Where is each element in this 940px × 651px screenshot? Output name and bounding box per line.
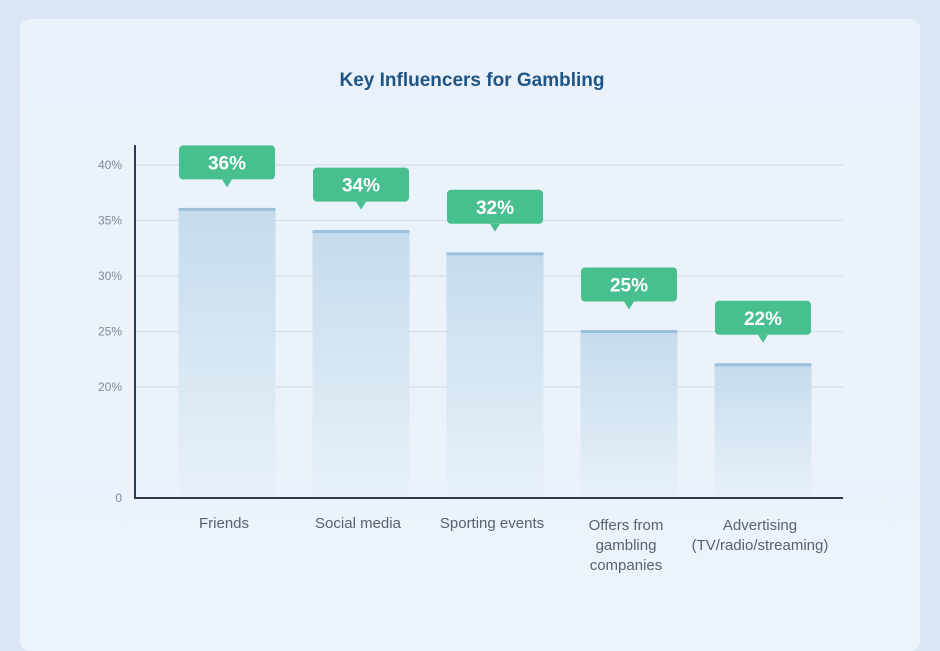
value-label-text: 34% [342, 176, 380, 197]
bar [178, 209, 276, 498]
chart-title: Key Influencers for Gambling [340, 70, 605, 91]
y-axis-ticks: 0 20% 25% 30% 35% 40% [98, 158, 122, 505]
value-label-text: 36% [208, 153, 246, 174]
bars [178, 207, 812, 498]
x-category-line: Sporting events [440, 515, 544, 532]
value-label-pointer [624, 301, 634, 310]
x-category-line: Advertising [723, 517, 797, 534]
x-category-label: Social media [315, 515, 402, 532]
x-category-line: companies [590, 557, 663, 574]
value-label-pointer [758, 334, 768, 343]
value-label-bubble [715, 300, 811, 335]
y-tick-label: 0 [115, 491, 122, 505]
value-label: 34% [313, 167, 409, 210]
value-label: 32% [447, 189, 543, 232]
y-tick-label: 25% [98, 325, 122, 339]
x-category-line: (TV/radio/streaming) [692, 537, 829, 554]
value-label-bubble [581, 267, 677, 302]
value-label-bubble [447, 189, 543, 224]
y-tick-label: 30% [98, 269, 122, 283]
value-label-pointer [222, 179, 232, 188]
value-label: 22% [715, 300, 811, 343]
bar-top-line [580, 330, 678, 333]
x-category-label: Sporting events [440, 515, 544, 532]
bar-top-line [178, 207, 276, 211]
value-label-text: 22% [744, 309, 782, 330]
value-labels: 36% 34% 32% 25% 22% [179, 145, 811, 343]
y-tick-label: 20% [98, 380, 122, 394]
x-category-line: Social media [315, 515, 402, 532]
value-label-bubble [313, 167, 409, 202]
y-tick-label: 40% [98, 158, 122, 172]
axes [134, 145, 843, 499]
y-tick-label: 35% [98, 214, 122, 228]
value-label-bubble [179, 145, 275, 180]
x-category-line: Friends [199, 515, 249, 532]
x-category-label: Advertising (TV/radio/streaming) [692, 517, 829, 554]
value-label-pointer [356, 201, 366, 210]
bar [714, 364, 812, 498]
value-label: 36% [179, 145, 275, 188]
bar-top-line [446, 252, 544, 256]
bar [446, 253, 544, 498]
value-label-text: 32% [476, 198, 514, 219]
value-label-pointer [490, 223, 500, 232]
bar-top-line [714, 363, 812, 367]
bar [580, 331, 678, 498]
x-category-label: Friends [199, 515, 249, 532]
x-category-line: Offers from [589, 517, 664, 534]
x-category-label: Offers from gambling companies [589, 517, 664, 574]
value-label-text: 25% [610, 276, 648, 297]
x-category-line: gambling [596, 537, 657, 554]
value-label: 25% [581, 267, 677, 310]
bar-top-line [312, 230, 410, 234]
bar [312, 231, 410, 498]
x-axis-labels: Friends Social media Sporting events Offers… [199, 515, 828, 574]
